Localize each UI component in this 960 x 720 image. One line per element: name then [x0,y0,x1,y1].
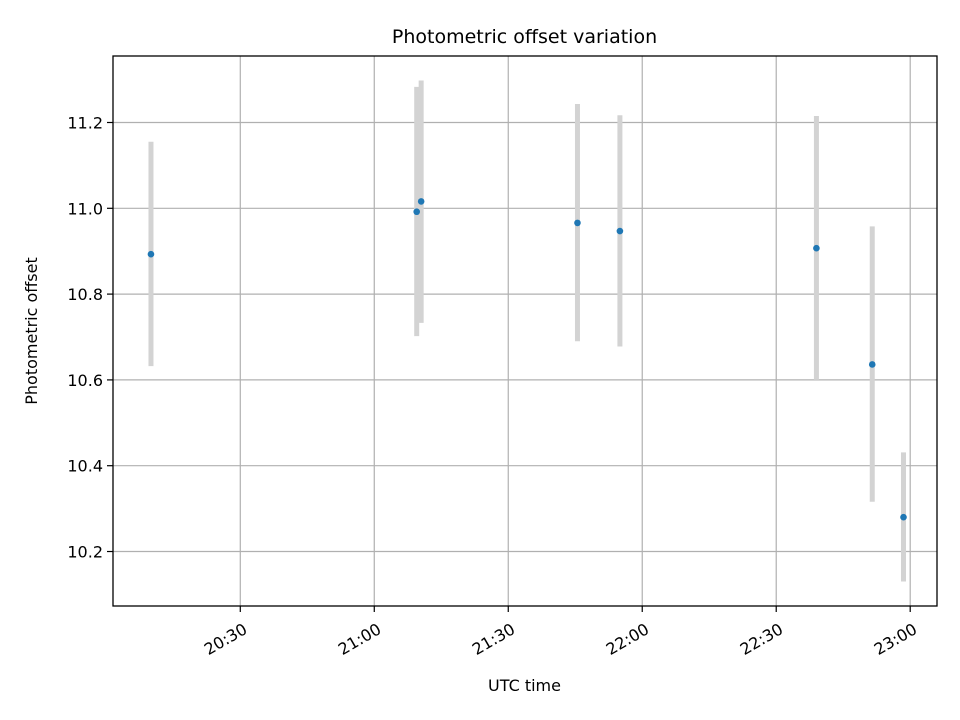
data-point [147,250,155,258]
x-tick-label: 21:00 [335,619,384,659]
data-point [417,198,425,205]
plot-layer: 20:30 21:00 21:30 22:00 22:30 23:00 10.2 10.4 10… [67,55,938,659]
y-tick-label: 11.0 [67,199,103,218]
axes-frame [112,55,938,607]
data-point [868,361,876,368]
data-point [413,208,420,216]
x-tick-label: 23:00 [871,619,920,659]
y-tick-label: 10.4 [67,457,103,476]
data-point [900,513,907,521]
x-tick-label: 22:00 [603,619,652,659]
x-tick-label: 20:30 [201,619,250,659]
data-point [574,219,581,227]
chart-title: Photometric offset variation [392,26,657,48]
x-tick-label: 21:30 [469,619,518,659]
y-tick-label: 10.8 [67,285,103,304]
x-tick-label: 22:30 [737,619,786,659]
x-axis-label: UTC time [488,676,561,695]
y-axis-label: Photometric offset [22,257,41,405]
y-tick-label: 11.2 [67,113,103,132]
y-tick-label: 10.2 [67,543,103,562]
data-point [813,244,820,252]
y-tick-label: 10.6 [67,371,103,390]
data-point [616,227,624,235]
